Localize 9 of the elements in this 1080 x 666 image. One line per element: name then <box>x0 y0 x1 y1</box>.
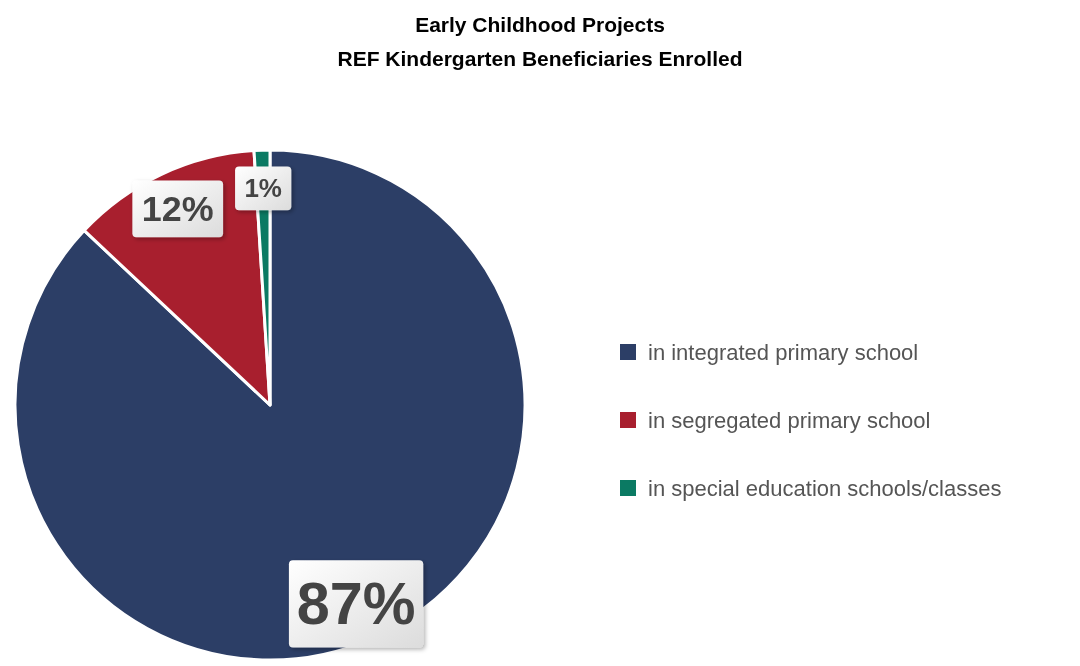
data-label: 1% <box>244 173 282 204</box>
chart-title: Early Childhood Projects <box>415 13 665 36</box>
legend-label: in integrated primary school <box>648 339 919 365</box>
data-label: 12% <box>141 188 214 229</box>
pie-slice <box>13 148 527 662</box>
data-label: 87% <box>296 570 416 638</box>
legend-label: in segregated primary school <box>648 407 931 433</box>
chart-subtitle: REF Kindergarten Beneficiaries Enrolled <box>337 47 743 70</box>
legend-label: in special education schools/classes <box>648 475 1002 501</box>
